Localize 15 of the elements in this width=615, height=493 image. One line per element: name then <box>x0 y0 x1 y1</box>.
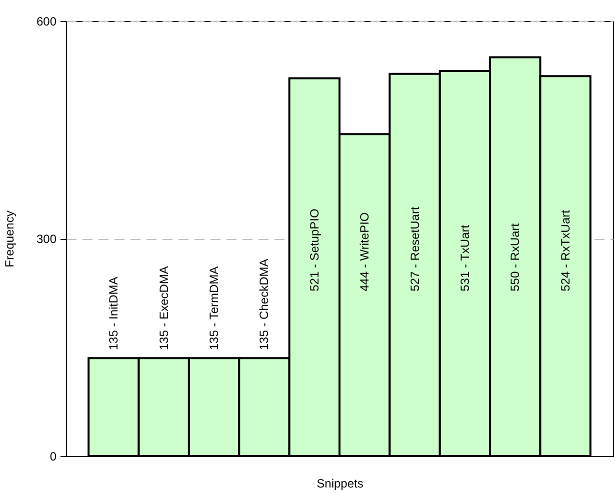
data-label: 135 - CheckDMA <box>257 258 272 350</box>
data-label: 135 - ExecDMA <box>156 266 171 350</box>
x-axis-title: Snippets <box>316 476 364 490</box>
data-label: 527 - ResetUart <box>408 206 422 292</box>
data-label: 444 - WritePIO <box>358 212 372 292</box>
y-tick-label: 0 <box>50 450 57 464</box>
y-tick-label: 300 <box>36 232 57 246</box>
y-tick-label: 600 <box>36 14 57 28</box>
data-label: 531 - TxUart <box>458 224 472 292</box>
data-label: 524 - RxTxUart <box>558 209 572 292</box>
y-axis-title: Frequency <box>2 210 16 268</box>
data-label: 135 - InitDMA <box>106 276 121 350</box>
data-label: 550 - RxUart <box>508 222 522 292</box>
data-label: 521 - SetupPIO <box>307 208 322 292</box>
data-label: 135 - TermDMA <box>207 266 222 350</box>
